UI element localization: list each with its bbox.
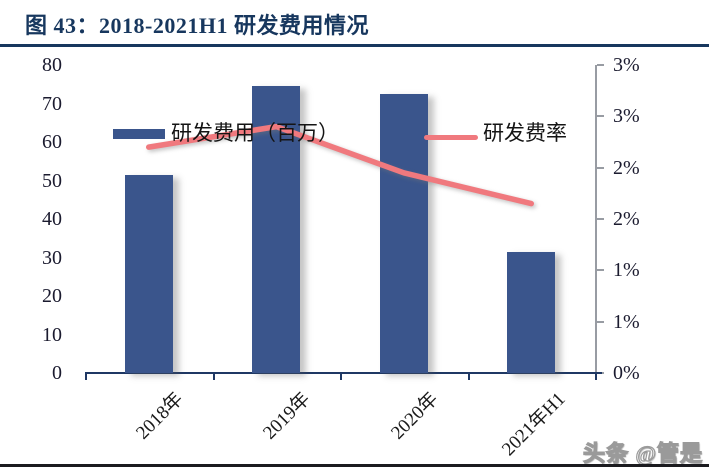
right-axis-tick-label: 2% [613,156,640,179]
bottom-divider [0,464,709,467]
right-axis-line [595,65,597,373]
left-axis-tick-label: 70 [42,92,62,115]
bar-legend-label: 研发费用（百万） [171,121,339,145]
left-axis-tick-label: 0 [52,362,62,384]
right-axis-tick [597,218,604,220]
x-axis-tick [85,373,87,380]
left-axis-tick-label: 50 [42,169,62,192]
left-axis-tick-label: 20 [42,285,62,307]
chart-area: 80 70 60 50 40 30 20 10 0 3% 3% 2% 2% 1% 1% 0% 2018年 20… [0,47,709,464]
bar-2021年H1 [507,251,556,373]
right-axis-tick [597,64,604,66]
title-underline [0,44,709,47]
trend-polyline [146,123,534,207]
figure-title: 图 43：2018-2021H1 研发费用情况 [25,13,369,38]
left-axis-tick-label: 40 [42,208,62,230]
left-axis-tick-label: 60 [42,131,62,153]
left-axis-tick-label: 10 [42,323,62,346]
right-axis-tick [597,320,604,323]
x-axis-line [85,372,602,374]
left-axis-tick-label: 80 [42,54,62,76]
right-axis-tick-label: 1% [613,310,640,333]
right-axis-tick [597,166,604,169]
right-axis-tick-label: 3% [613,105,640,128]
left-axis-tick-label: 30 [42,246,62,269]
right-axis-tick-label: 0% [613,362,640,384]
x-axis-tick [340,373,342,380]
right-axis-tick-label: 1% [613,259,640,282]
line-legend-swatch [424,135,478,140]
line-legend-label: 研发费率 [483,121,567,145]
right-axis-tick-label: 2% [613,208,640,230]
bar-2018年 [124,174,173,373]
x-axis-tick [467,373,470,380]
right-axis-tick [597,115,604,118]
trend-line [146,123,534,207]
right-axis-tick-label: 3% [613,54,640,76]
x-axis-tick [595,373,597,380]
bar-2020年 [379,93,428,373]
right-axis-tick [597,269,604,272]
x-axis-tick [212,373,215,380]
watermark: 头条 @管是 [582,440,703,466]
bar-legend-swatch [113,129,165,139]
